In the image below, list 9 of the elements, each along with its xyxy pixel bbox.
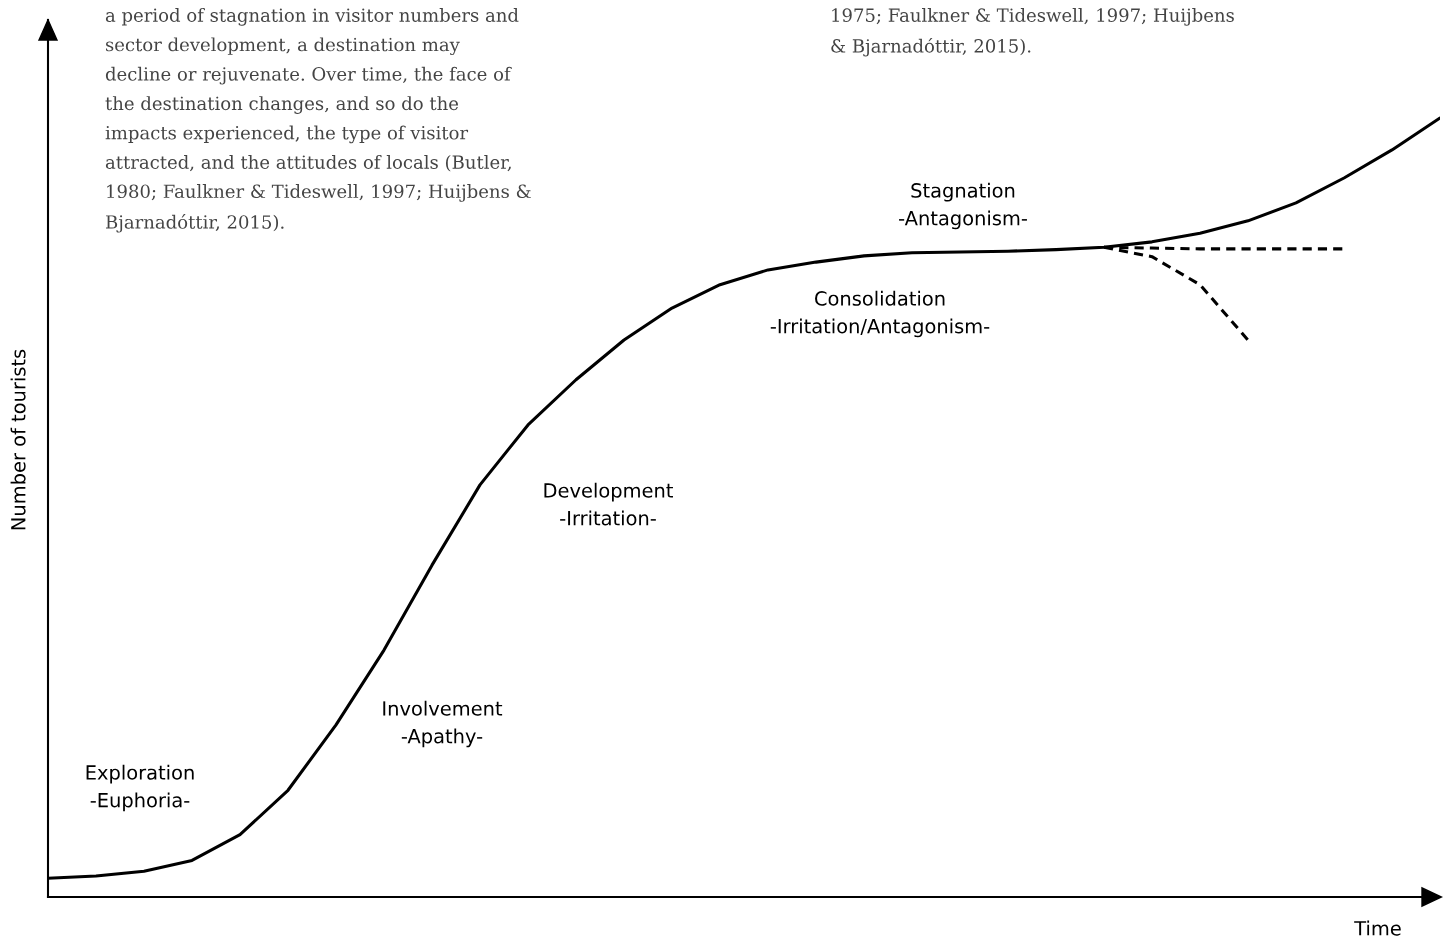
annotation: Involvement -Apathy- (383, 700, 503, 748)
annotation: a period of stagnation in visitor numbers and sector development, a destination may decline or rejuvenate. Over time, the face of the destination changes, and so do the impacts experienced, the type of visitor attracted, and the attitudes of locals (Butler, 1980; Faulkner & Tideswell, 1997; Huijbens & Bjarnadóttir, 2015). (105, 8, 531, 233)
y-axis-title: Number of tourists (10, 349, 26, 530)
annotation: Stagnation -Antagonism- (899, 182, 1027, 230)
annotation: Consolidation -Irritation/Antagonism- (770, 290, 990, 338)
annotation: Exploration -Euphoria- (86, 764, 194, 812)
annotation: Development -Irritation- (544, 482, 673, 526)
x-axis-title: Time (1354, 920, 1401, 936)
text: 1975; Faulkner & Tideswell, 1997; Huijbens & Bjarnadóttir, 2015). (831, 8, 1234, 57)
